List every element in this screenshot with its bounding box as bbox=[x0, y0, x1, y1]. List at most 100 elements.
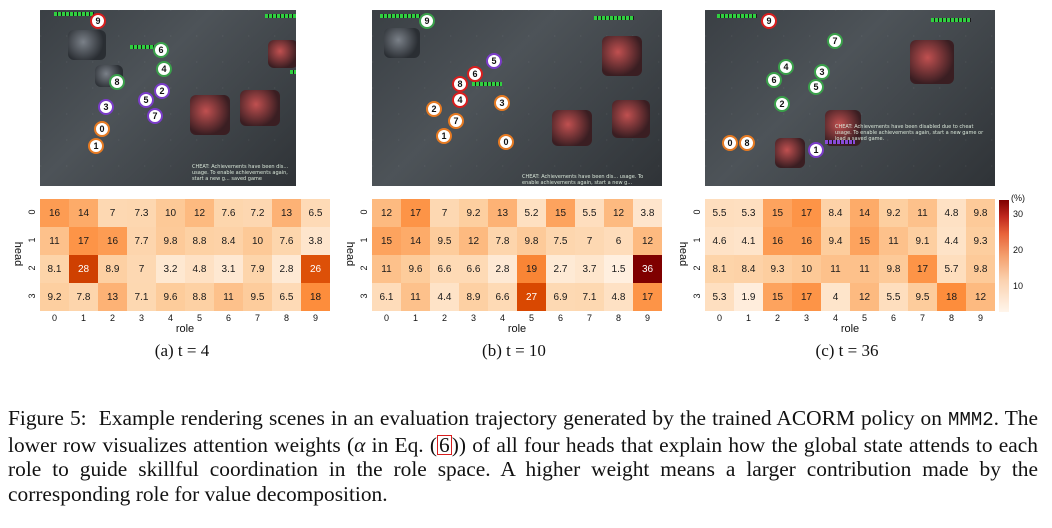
heatmap-cell: 17 bbox=[908, 255, 937, 283]
equation-reference-link[interactable]: 6 bbox=[437, 432, 452, 457]
heatmap-cell: 17 bbox=[69, 227, 98, 255]
heatmap-cell: 5.3 bbox=[705, 283, 734, 311]
caption-text: in Eq. ( bbox=[365, 432, 438, 457]
heatmap-cell: 7.1 bbox=[127, 283, 156, 311]
agent-marker: 1 bbox=[808, 142, 824, 158]
x-tick-label: 9 bbox=[644, 313, 650, 323]
heatmap-cell: 5.2 bbox=[517, 199, 546, 227]
x-tick-label: 8 bbox=[283, 313, 289, 323]
heatmap-cell: 9.8 bbox=[517, 227, 546, 255]
heatmap-cell: 5.5 bbox=[705, 199, 734, 227]
health-bar bbox=[380, 14, 420, 18]
heatmap-cell: 9.8 bbox=[879, 255, 908, 283]
y-axis-label: head bbox=[12, 241, 25, 267]
agent-marker: 6 bbox=[766, 72, 782, 88]
heatmap-cell: 8.8 bbox=[185, 227, 214, 255]
x-tick-label: 0 bbox=[383, 313, 389, 323]
x-axis-label: role bbox=[175, 323, 195, 335]
heatmap-cell: 11 bbox=[908, 199, 937, 227]
heatmap-cell: 7.8 bbox=[488, 227, 517, 255]
health-bar bbox=[717, 14, 757, 18]
heatmap-cell: 8.4 bbox=[214, 227, 243, 255]
heatmap-cell: 12 bbox=[185, 199, 214, 227]
heatmap-cell: 1.5 bbox=[604, 255, 633, 283]
heatmap-cell: 9.3 bbox=[966, 227, 995, 255]
agent-marker: 2 bbox=[426, 101, 442, 117]
heatmap-cell: 14 bbox=[850, 199, 879, 227]
agent-marker: 5 bbox=[138, 92, 154, 108]
enemy-unit-sprite bbox=[612, 100, 650, 138]
heatmap-cell: 11 bbox=[850, 255, 879, 283]
heatmap-cell: 17 bbox=[792, 199, 821, 227]
heatmap-cell: 9.8 bbox=[966, 199, 995, 227]
y-tick-label: 0 bbox=[692, 209, 702, 215]
health-bar bbox=[130, 45, 160, 49]
heatmap-cell: 13 bbox=[98, 283, 127, 311]
heatmap-cell: 4.8 bbox=[604, 283, 633, 311]
colorbar bbox=[999, 200, 1009, 312]
x-tick-label: 5 bbox=[528, 313, 534, 323]
heatmap-cell: 9.4 bbox=[821, 227, 850, 255]
x-tick-label: 0 bbox=[716, 313, 722, 323]
caption-alpha: α bbox=[354, 432, 366, 457]
agent-marker: 6 bbox=[467, 66, 483, 82]
caption-text: . The lower row visualizes attention wei… bbox=[8, 406, 1038, 457]
enemy-unit-sprite bbox=[602, 36, 642, 76]
health-bar bbox=[931, 18, 971, 22]
heatmap-cell: 12 bbox=[633, 227, 662, 255]
heatmap-cell: 5.5 bbox=[879, 283, 908, 311]
heatmap-cell: 8.8 bbox=[185, 283, 214, 311]
y-tick-label: 0 bbox=[359, 209, 369, 215]
y-tick-label: 1 bbox=[359, 237, 369, 243]
heatmap-cell: 3.2 bbox=[156, 255, 185, 283]
x-tick-label: 4 bbox=[167, 313, 173, 323]
heatmap-cell: 9.6 bbox=[401, 255, 430, 283]
heatmap-cell: 6.5 bbox=[272, 283, 301, 311]
subcaption: (a) t = 4 bbox=[154, 341, 210, 360]
agent-marker: 2 bbox=[154, 83, 170, 99]
x-axis-label: role bbox=[840, 323, 860, 335]
agent-marker: 3 bbox=[814, 64, 830, 80]
heatmap-cell: 15 bbox=[763, 283, 792, 311]
heatmap-cell: 8.4 bbox=[821, 199, 850, 227]
colorbar-unit: (%) bbox=[1011, 193, 1025, 203]
heatmap-cell: 8.1 bbox=[705, 255, 734, 283]
heatmap-cell: 4 bbox=[821, 283, 850, 311]
heatmap-cell: 4.1 bbox=[734, 227, 763, 255]
heatmap-cell: 15 bbox=[546, 199, 575, 227]
agent-marker: 9 bbox=[419, 13, 435, 29]
y-tick-label: 0 bbox=[27, 209, 37, 215]
y-tick-label: 1 bbox=[692, 237, 702, 243]
heatmap-cell: 12 bbox=[604, 199, 633, 227]
heatmap-cell: 3.1 bbox=[214, 255, 243, 283]
y-tick-label: 2 bbox=[359, 265, 369, 271]
heatmap-cell: 4.4 bbox=[430, 283, 459, 311]
game-scene-image: 9 6 4 8 2 5 3 7 0 1 CHEAT: Achievements … bbox=[40, 10, 296, 186]
x-tick-label: 8 bbox=[948, 313, 954, 323]
colorbar-tick: 20 bbox=[1013, 245, 1024, 255]
x-tick-label: 2 bbox=[109, 313, 115, 323]
colorbar-tick: 30 bbox=[1013, 209, 1024, 219]
attention-heatmap: 12 17 7 9.2 13 5.2 15 5.5 12 3.8 15 14 9.5 12 7.8 9.8 7.… bbox=[372, 199, 662, 311]
heatmap-cell: 17 bbox=[633, 283, 662, 311]
game-scene-image: 9 5 6 8 4 3 2 7 1 0 CHEAT: Achievements … bbox=[372, 10, 662, 186]
heatmap-cell: 12 bbox=[372, 199, 401, 227]
x-tick-label: 6 bbox=[557, 313, 563, 323]
heatmap-cell: 17 bbox=[401, 199, 430, 227]
agent-marker: 4 bbox=[778, 59, 794, 75]
heatmap-cell: 14 bbox=[401, 227, 430, 255]
enemy-unit-sprite bbox=[910, 40, 954, 84]
heatmap-cell: 7.3 bbox=[127, 199, 156, 227]
x-tick-label: 3 bbox=[138, 313, 144, 323]
x-tick-label: 7 bbox=[919, 313, 925, 323]
x-tick-label: 7 bbox=[254, 313, 260, 323]
heatmap-cell: 12 bbox=[850, 283, 879, 311]
heatmap-cell: 2.8 bbox=[272, 255, 301, 283]
game-cheat-text: CHEAT: Achievements have been dis... usa… bbox=[522, 174, 644, 186]
heatmap-cell: 7.1 bbox=[575, 283, 604, 311]
heatmap-cell: 11 bbox=[372, 255, 401, 283]
panel-b: 9 5 6 8 4 3 2 7 1 0 CHEAT: Achievements … bbox=[344, 0, 672, 360]
heatmap-cell: 7 bbox=[575, 227, 604, 255]
enemy-unit-sprite bbox=[190, 95, 230, 135]
heatmap-cell: 16 bbox=[98, 227, 127, 255]
